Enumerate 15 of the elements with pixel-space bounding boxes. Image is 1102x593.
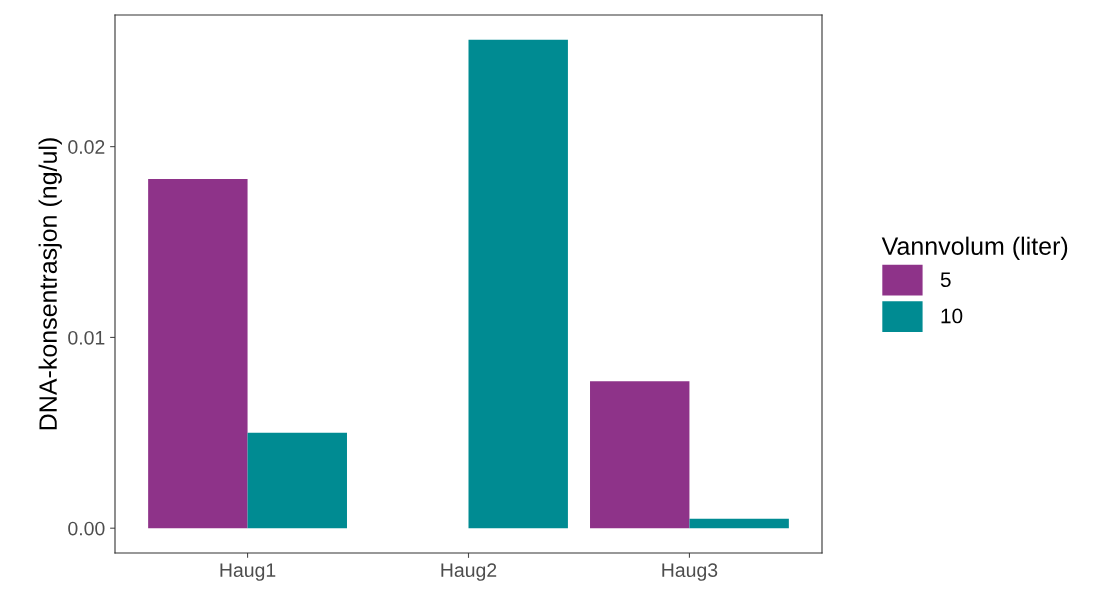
y-tick-label: 0.00 — [68, 521, 105, 536]
legend-label: 5 — [940, 272, 951, 288]
bar — [689, 518, 789, 529]
bar — [468, 39, 568, 529]
bar — [590, 381, 690, 529]
bar — [148, 179, 248, 529]
x-tick-label: Haug3 — [662, 563, 718, 581]
y-axis-title: DNA-konsentrasjon (ng/ul) — [38, 138, 62, 430]
x-tick-label: Haug2 — [441, 563, 497, 581]
legend-title: Vannvolum (liter) — [881, 236, 1068, 260]
x-tick-label: Haug1 — [220, 563, 276, 581]
bar — [247, 432, 347, 529]
legend-label: 10 — [941, 308, 963, 324]
y-tick-label: 0.02 — [68, 140, 105, 154]
y-tick-label: 0.01 — [68, 330, 105, 345]
